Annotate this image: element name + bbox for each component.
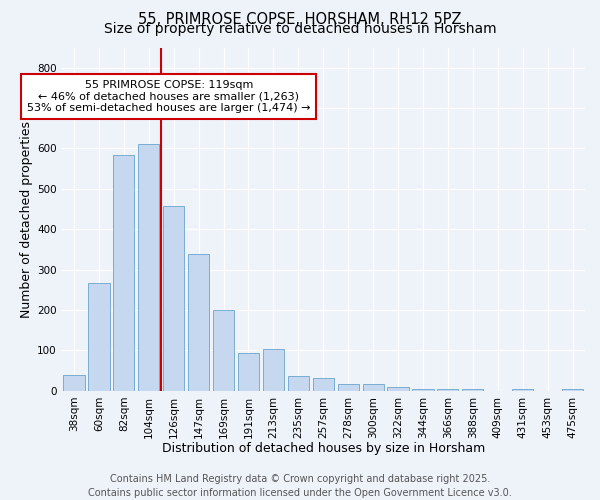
Bar <box>213 310 234 391</box>
X-axis label: Distribution of detached houses by size in Horsham: Distribution of detached houses by size … <box>161 442 485 455</box>
Bar <box>388 387 409 391</box>
Bar <box>512 389 533 391</box>
Bar <box>113 154 134 391</box>
Text: Contains HM Land Registry data © Crown copyright and database right 2025.
Contai: Contains HM Land Registry data © Crown c… <box>88 474 512 498</box>
Bar <box>437 389 458 391</box>
Bar <box>362 384 384 391</box>
Bar <box>64 376 85 391</box>
Bar <box>88 282 110 391</box>
Text: Size of property relative to detached houses in Horsham: Size of property relative to detached ho… <box>104 22 496 36</box>
Bar <box>462 389 484 391</box>
Bar <box>288 376 309 391</box>
Text: 55, PRIMROSE COPSE, HORSHAM, RH12 5PZ: 55, PRIMROSE COPSE, HORSHAM, RH12 5PZ <box>138 12 462 28</box>
Text: 55 PRIMROSE COPSE: 119sqm  
← 46% of detached houses are smaller (1,263)
53% of : 55 PRIMROSE COPSE: 119sqm ← 46% of detac… <box>27 80 310 113</box>
Bar <box>238 354 259 391</box>
Bar <box>412 389 434 391</box>
Bar <box>138 144 160 391</box>
Bar <box>313 378 334 391</box>
Bar <box>562 389 583 391</box>
Y-axis label: Number of detached properties: Number of detached properties <box>20 120 33 318</box>
Bar <box>163 206 184 391</box>
Bar <box>338 384 359 391</box>
Bar <box>188 254 209 391</box>
Bar <box>263 349 284 391</box>
